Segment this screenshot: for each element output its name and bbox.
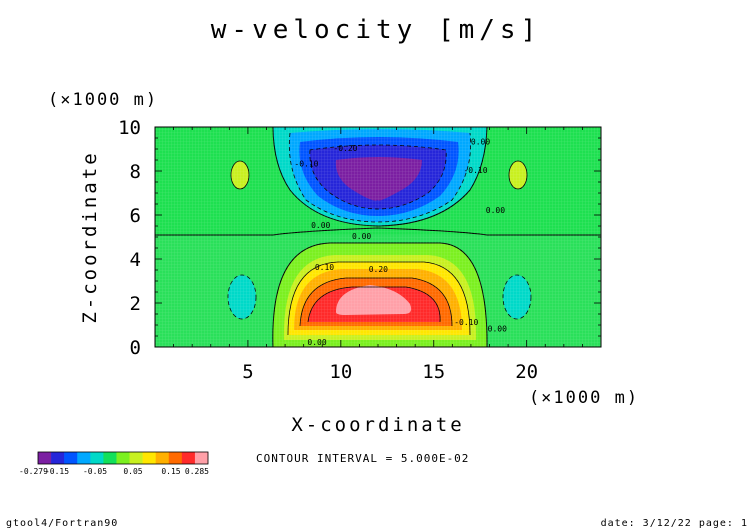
colorbar-swatch (103, 452, 117, 464)
axis-ticks (154, 126, 602, 348)
contour-label: 0.00 (488, 325, 507, 334)
colorbar-swatch (129, 452, 143, 464)
colorbar-swatch (90, 452, 104, 464)
colorbar-labels: -0.279-0.15 -0.05 0.05 0.15 0.285 (19, 467, 209, 476)
y-tick-label: 10 (118, 117, 141, 139)
contour-label: -0.10 (454, 318, 478, 327)
contour-label: -0.20 (333, 144, 357, 153)
contour-label: 0.00 (307, 338, 326, 347)
colorbar-swatch (64, 452, 78, 464)
contour-label: 0.00 (471, 138, 490, 147)
colorbar (37, 451, 209, 465)
y-axis-unit: (×1000 m) (48, 90, 158, 110)
footer-left: gtool4/Fortran90 (6, 518, 118, 529)
y-tick-label: 6 (130, 205, 141, 227)
colorbar-label: 0.15 (161, 467, 180, 476)
x-tick-label: 10 (329, 361, 352, 383)
y-tick-labels: 0 2 4 6 8 10 (118, 117, 141, 359)
colorbar-label: -0.15 (45, 467, 69, 476)
x-tick-label: 15 (422, 361, 445, 383)
colorbar-swatch (38, 452, 52, 464)
footer-right: date: 3/12/22 page: 1 (601, 518, 748, 529)
contour-label: -0.10 (463, 166, 487, 175)
colorbar-swatch (51, 452, 65, 464)
y-axis-label: Z-coordinate (79, 150, 101, 323)
colorbar-label: 0.285 (185, 467, 209, 476)
contour-label: 0.00 (311, 221, 330, 230)
colorbar-swatch (155, 452, 170, 464)
x-tick-labels: 5 10 15 20 (242, 361, 538, 383)
chart-title: w-velocity [m/s] (211, 15, 541, 45)
grid-texture (155, 127, 601, 347)
x-tick-label: 20 (515, 361, 538, 383)
y-tick-label: 2 (130, 293, 141, 315)
colorbar-swatch (168, 452, 183, 464)
colorbar-swatch (142, 452, 156, 464)
contour-label: 0.00 (352, 232, 371, 241)
y-tick-label: 0 (130, 337, 141, 359)
x-tick-label: 5 (242, 361, 253, 383)
contour-interval-note: CONTOUR INTERVAL = 5.000E-02 (256, 452, 469, 465)
colorbar-label: 0.05 (123, 467, 142, 476)
colorbar-frame (37, 451, 209, 465)
contour-label: 0.00 (486, 206, 505, 215)
contour-label: 0.10 (315, 263, 334, 272)
colorbar-label: -0.279 (19, 467, 48, 476)
colorbar-swatch (181, 452, 196, 464)
y-tick-label: 8 (130, 161, 141, 183)
colorbar-label: -0.05 (83, 467, 107, 476)
y-tick-label: 4 (130, 249, 141, 271)
contour-label: 0.20 (369, 265, 388, 274)
contour-label: -0.10 (294, 160, 318, 169)
x-axis-unit: (×1000 m) (529, 388, 639, 408)
x-axis-label: X-coordinate (291, 414, 464, 436)
colorbar-swatch (194, 452, 209, 464)
contour-labels: 0.00 -0.10 -0.10 -0.20 0.00 0.00 0.00 0.10 0.20 -… (294, 138, 507, 347)
colorbar-swatch (116, 452, 130, 464)
colorbar-swatch (77, 452, 91, 464)
plot-area: 0.00 -0.10 -0.10 -0.20 0.00 0.00 0.00 0.10 0.20 -… (118, 117, 602, 383)
